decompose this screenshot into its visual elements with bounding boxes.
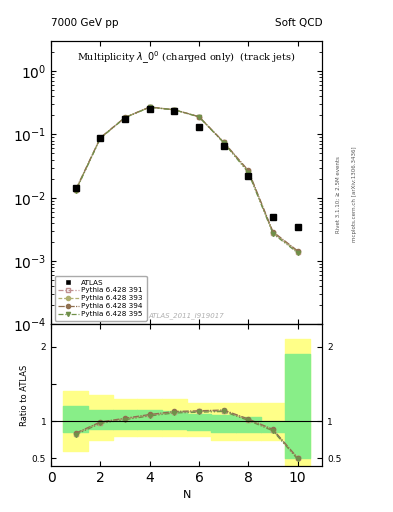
Text: Soft QCD: Soft QCD <box>275 18 322 28</box>
Text: 7000 GeV pp: 7000 GeV pp <box>51 18 119 28</box>
Text: ATLAS_2011_I919017: ATLAS_2011_I919017 <box>149 312 224 318</box>
X-axis label: N: N <box>182 490 191 500</box>
Text: Multiplicity $\lambda\_0^0$ (charged only)  (track jets): Multiplicity $\lambda\_0^0$ (charged onl… <box>77 50 296 66</box>
Y-axis label: Ratio to ATLAS: Ratio to ATLAS <box>20 365 29 425</box>
Text: mcplots.cern.ch [arXiv:1306.3436]: mcplots.cern.ch [arXiv:1306.3436] <box>352 147 357 242</box>
Text: Rivet 3.1.10; ≥ 2.5M events: Rivet 3.1.10; ≥ 2.5M events <box>336 156 341 233</box>
Legend: ATLAS, Pythia 6.428 391, Pythia 6.428 393, Pythia 6.428 394, Pythia 6.428 395: ATLAS, Pythia 6.428 391, Pythia 6.428 39… <box>55 276 147 321</box>
